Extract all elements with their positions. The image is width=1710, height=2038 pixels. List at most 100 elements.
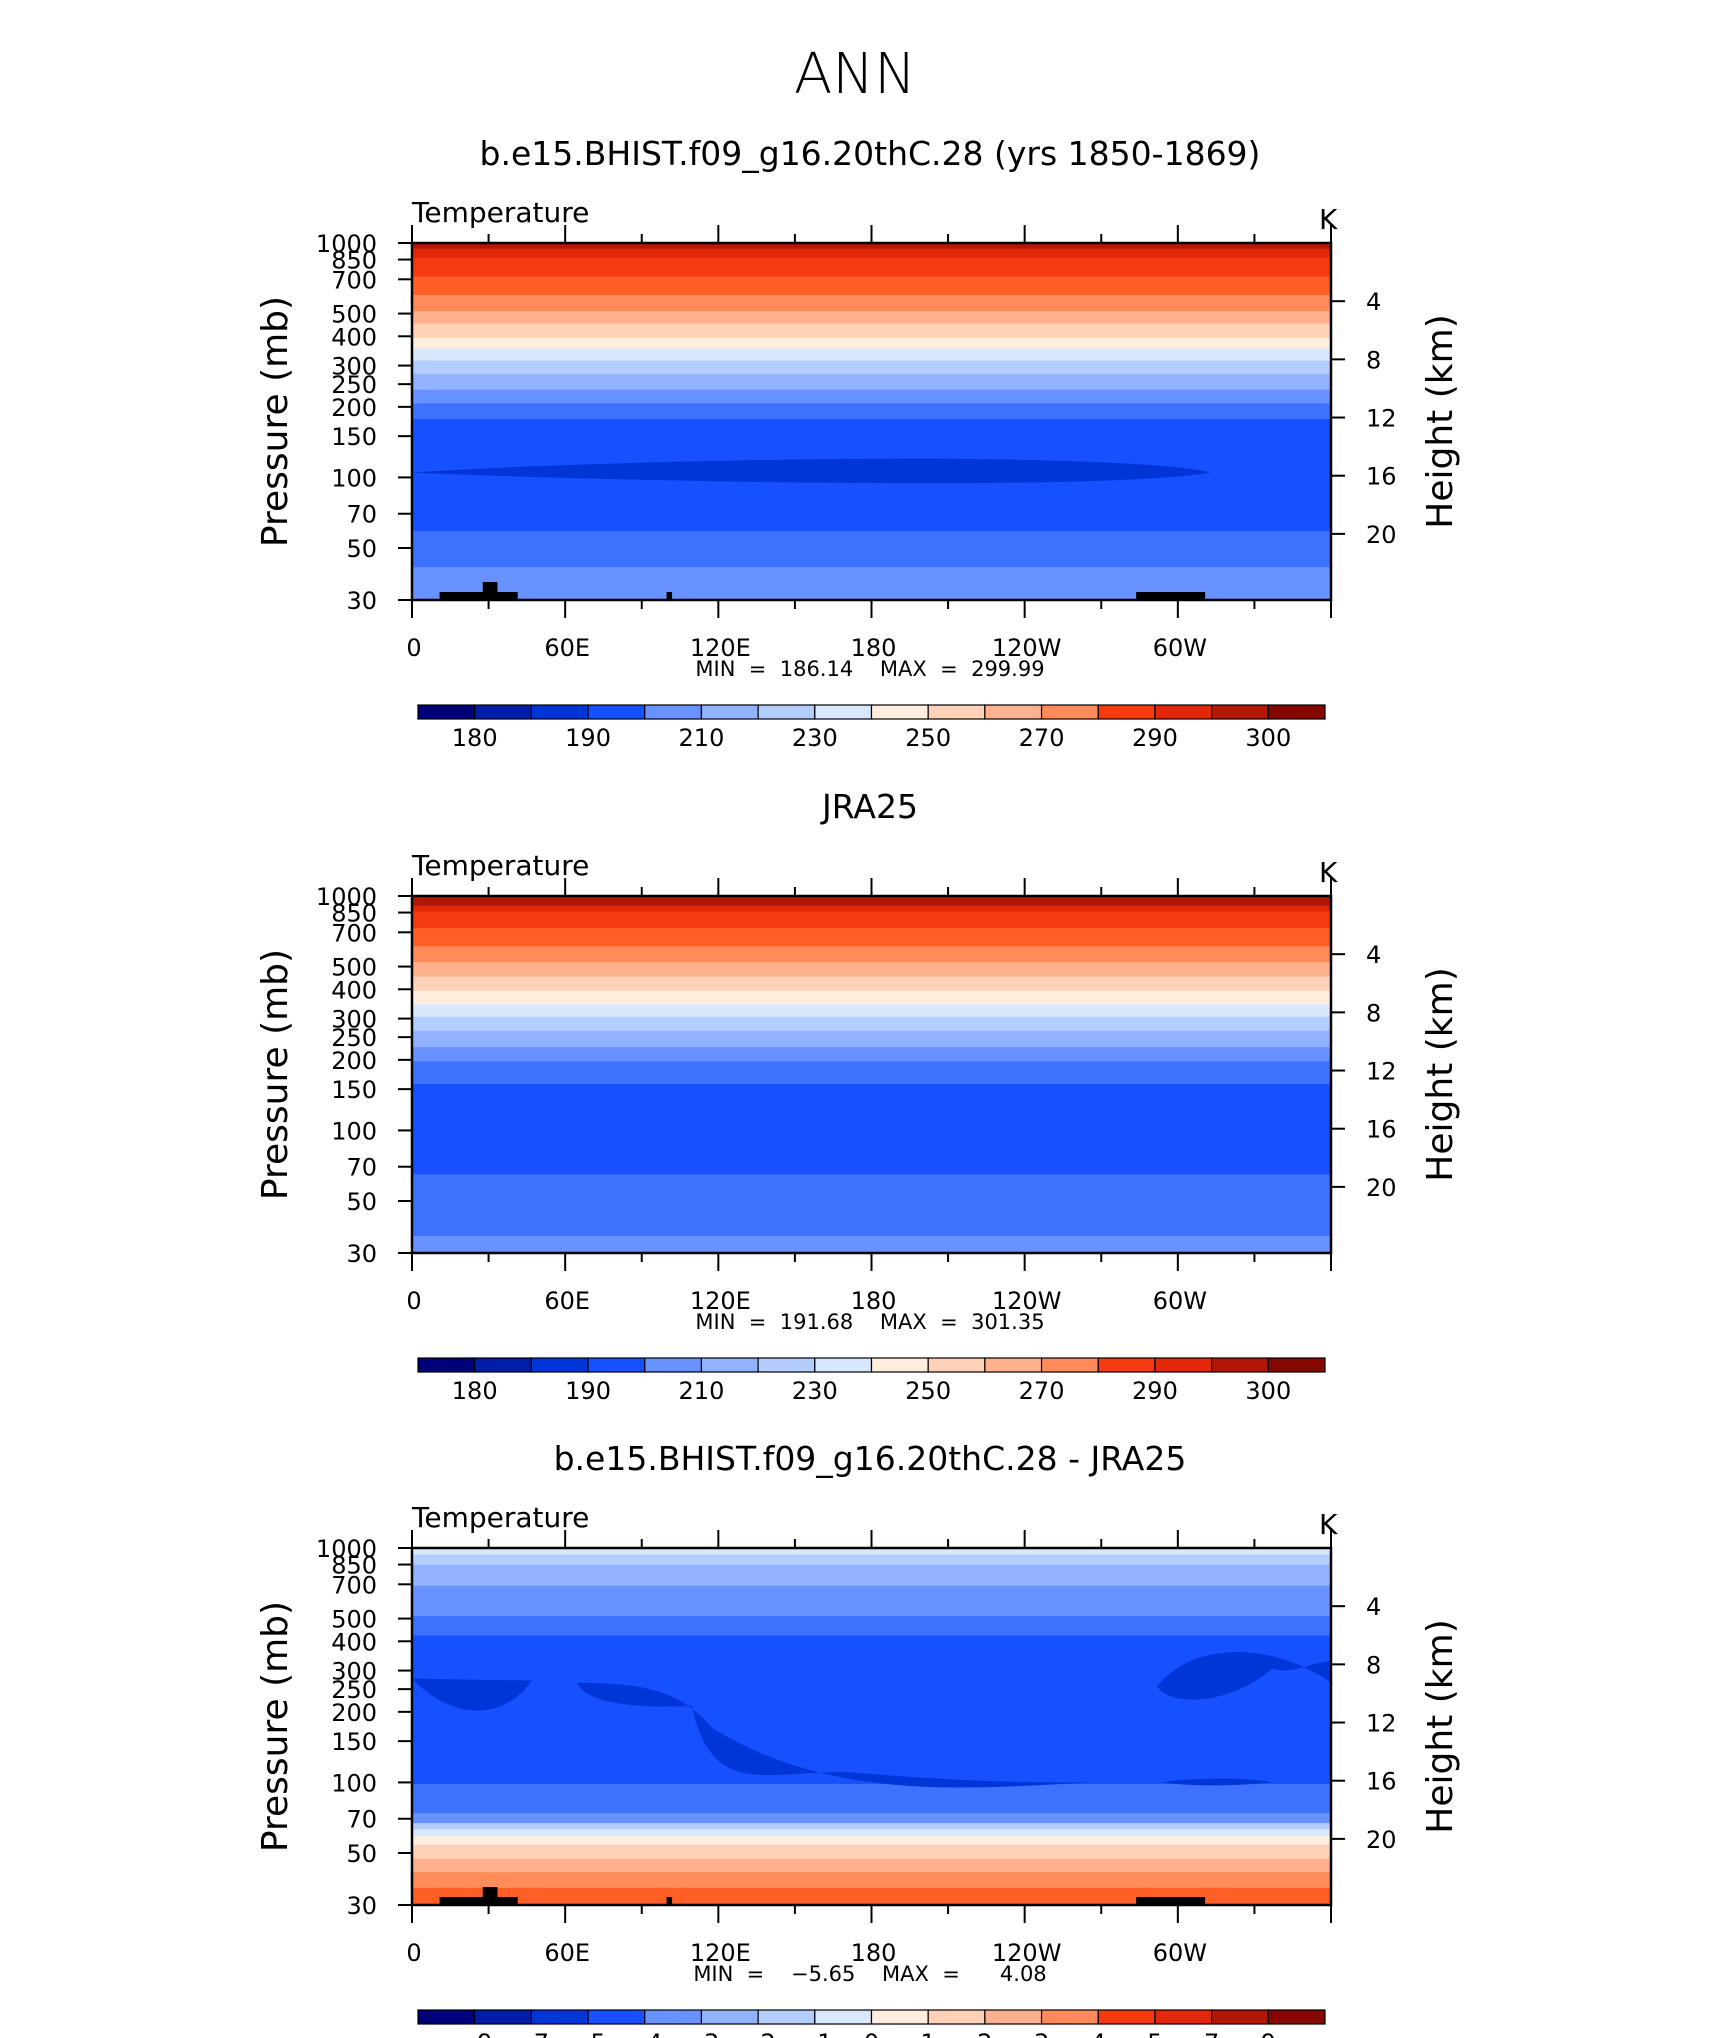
colorbar-label: 300 xyxy=(1245,1377,1291,1405)
units-label: K xyxy=(1319,1508,1338,1541)
units-label: K xyxy=(1319,203,1338,236)
y-tick-label: 300 xyxy=(331,353,377,381)
x-tick-label: 120W xyxy=(992,634,1062,662)
colorbar-box xyxy=(757,2009,816,2025)
y-tick-label: 200 xyxy=(331,1699,377,1727)
colorbar-box xyxy=(1040,1357,1099,1373)
right-tick-label: 4 xyxy=(1366,1593,1381,1621)
colorbar-box xyxy=(1211,1357,1269,1373)
y-tick-label: 1000 xyxy=(316,230,377,258)
colorbar-label: 2 xyxy=(977,2029,992,2038)
panels: b.e15.BHIST.f09_g16.20thC.28 (yrs 1850-1… xyxy=(255,134,1461,2038)
right-tick-label: 16 xyxy=(1366,1116,1397,1144)
colorbar-box xyxy=(700,704,759,720)
topography-mask xyxy=(439,592,518,600)
y-tick-label: 700 xyxy=(331,919,377,947)
min-max-text: MIN = 186.14 MAX = 299.99 xyxy=(695,657,1044,681)
colorbar-box xyxy=(1267,2009,1326,2025)
colorbar-label: 1 xyxy=(921,2029,936,2038)
right-tick-label: 4 xyxy=(1366,288,1381,316)
y-tick-label: 1000 xyxy=(316,883,377,911)
colorbar-label: −9 xyxy=(457,2029,492,2038)
contour-band xyxy=(412,1886,1331,1905)
contour-band xyxy=(412,322,1331,338)
colorbar-label: −3 xyxy=(684,2029,719,2038)
colorbar-box xyxy=(1211,2009,1269,2025)
y-tick-label: 70 xyxy=(346,1806,377,1834)
y-tick-label: 400 xyxy=(331,976,377,1004)
contour-field xyxy=(412,1548,1331,1905)
x-tick-label: 120E xyxy=(690,1939,751,1967)
right-tick-label: 12 xyxy=(1366,405,1397,433)
colorbar-label: 210 xyxy=(679,1377,725,1405)
right-axis-title: Height (km) xyxy=(1420,1619,1461,1833)
colorbar-box xyxy=(587,704,646,720)
y-tick-label: 850 xyxy=(331,1552,377,1580)
contour-field xyxy=(412,896,1331,1253)
colorbar-box xyxy=(870,2009,929,2025)
right-axis-title: Height (km) xyxy=(1420,314,1461,528)
cold-core-contour xyxy=(412,458,1211,484)
contour-band xyxy=(412,1857,1331,1873)
contour-band xyxy=(412,347,1331,361)
min-max-text: MIN = 191.68 MAX = 301.35 xyxy=(695,1310,1044,1334)
colorbar-box xyxy=(644,1357,703,1373)
colorbar-box xyxy=(870,704,929,720)
colorbar-label: −7 xyxy=(514,2029,549,2038)
y-tick-label: 250 xyxy=(331,1024,377,1052)
topography-mask xyxy=(666,1897,673,1905)
x-tick-label: 120W xyxy=(992,1287,1062,1315)
x-tick-label: 60E xyxy=(544,634,590,662)
contour-band xyxy=(412,309,1331,324)
y-tick-label: 30 xyxy=(346,1240,377,1268)
contour-band xyxy=(412,1553,1331,1565)
colorbar-label: 270 xyxy=(1019,1377,1065,1405)
contour-band xyxy=(412,565,1331,573)
topography-mask xyxy=(1136,592,1206,600)
y-tick-label: 150 xyxy=(331,423,377,451)
x-tick-label: 0 xyxy=(406,1939,421,1967)
contour-band xyxy=(412,1614,1331,1636)
contour-band xyxy=(412,989,1331,1005)
colorbar-box xyxy=(417,2009,476,2025)
panel-3: b.e15.BHIST.f09_g16.20thC.28 - JRA25 Temp… xyxy=(255,1439,1461,2038)
contour-band xyxy=(412,243,1331,249)
colorbar-box xyxy=(1154,1357,1213,1373)
y-tick-label: 300 xyxy=(331,1006,377,1034)
x-tick-label: 180 xyxy=(851,634,897,662)
colorbar-box xyxy=(1097,704,1156,720)
colorbar-box xyxy=(587,2009,646,2025)
right-tick-label: 16 xyxy=(1366,463,1397,491)
x-tick-label: 180 xyxy=(851,1287,897,1315)
y-tick-label: 50 xyxy=(346,1188,377,1216)
right-tick-label: 12 xyxy=(1366,1058,1397,1086)
x-tick-label: 60W xyxy=(1153,1287,1207,1315)
colorbar-box xyxy=(700,1357,759,1373)
contour-band xyxy=(412,926,1331,947)
contour-band xyxy=(412,944,1331,963)
colorbar-label: 7 xyxy=(1204,2029,1219,2038)
x-tick-label: 60W xyxy=(1153,634,1207,662)
y-tick-label: 400 xyxy=(331,1628,377,1656)
panel-title: b.e15.BHIST.f09_g16.20thC.28 - JRA25 xyxy=(554,1439,1187,1478)
y-tick-label: 500 xyxy=(331,954,377,982)
topography-mask xyxy=(666,592,673,600)
contour-band xyxy=(412,896,1331,906)
colorbar-label: 230 xyxy=(792,1377,838,1405)
colorbar-label: 250 xyxy=(905,724,951,752)
colorbar-label: −4 xyxy=(627,2029,662,2038)
contour-band xyxy=(412,275,1331,295)
colorbar-box xyxy=(1211,704,1269,720)
colorbar-box xyxy=(474,1357,532,1373)
negative-anomaly-contour xyxy=(1157,1652,1331,1700)
topography-mask xyxy=(482,1887,498,1905)
contour-band xyxy=(412,1002,1331,1017)
x-tick-label: 0 xyxy=(406,1287,421,1315)
contour-band xyxy=(412,1563,1331,1586)
x-tick-label: 120W xyxy=(992,1939,1062,1967)
colorbar: 180 190 210 230 250 270 290 300 xyxy=(417,704,1326,752)
colorbar-label: 250 xyxy=(905,1377,951,1405)
contour-band xyxy=(412,359,1331,375)
colorbar-label: 4 xyxy=(1091,2029,1106,2038)
units-label: K xyxy=(1319,856,1338,889)
